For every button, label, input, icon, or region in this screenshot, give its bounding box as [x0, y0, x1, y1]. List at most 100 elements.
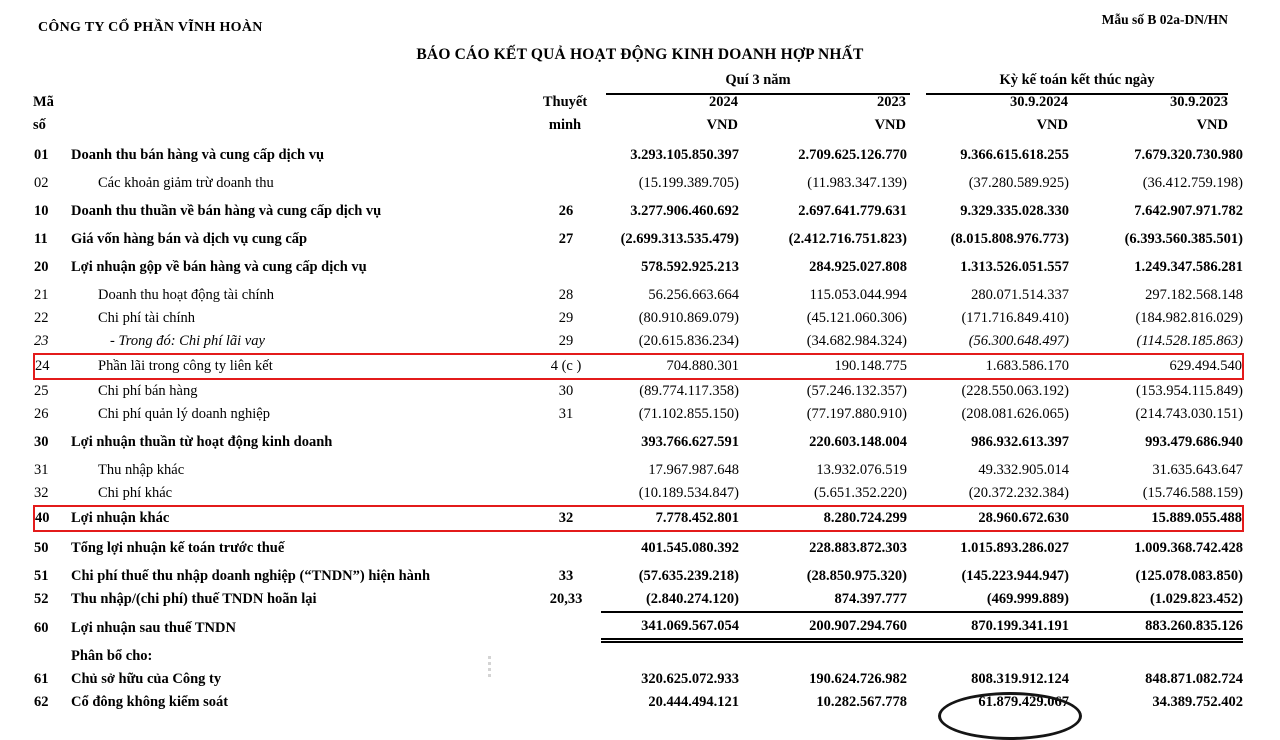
cell-value-q3-2024: 393.766.627.591 [641, 434, 739, 450]
cell-value-ytd-2024: (8.015.808.976.773) [950, 231, 1069, 247]
cell-value-q3-2023: 13.932.076.519 [816, 462, 907, 478]
cell-code: 60 [34, 620, 49, 636]
financial-report-page: { "header": { "company": "CÔNG TY CỔ PHẦ… [33, 12, 1244, 740]
table-row-21: 21 Doanh thu hoạt động tài chính 28 56.256.… [34, 279, 1243, 307]
cell-value-ytd-2024: 9.366.615.618.255 [960, 147, 1069, 163]
cell-note-ref: 29 [558, 310, 574, 326]
cell-value-q3-2024: 704.880.301 [601, 353, 739, 380]
cell-code: 32 [34, 485, 49, 501]
cell-label: - Trong đó: Chi phí lãi vay [110, 333, 265, 349]
column-header-note-line1: Thuyết [542, 94, 588, 110]
cell-value-ytd-2024: 49.332.905.014 [978, 462, 1069, 478]
table-row-26: 26 Chi phí quản lý doanh nghiệp 31 (71.102.… [34, 403, 1243, 426]
table-row-02: 02 Các khoản giảm trừ doanh thu (15.199.38… [34, 167, 1243, 195]
cell-value-q3-2024: (2.699.313.535.479) [620, 231, 739, 247]
table-row-20: 20 Lợi nhuận gộp về bán hàng và cung cấp … [34, 251, 1243, 279]
cell-value-q3-2023: (5.651.352.220) [813, 485, 907, 501]
column-header-q3-2023: 2023 [877, 94, 906, 110]
column-header-ytd-2023: 30.9.2023 [1170, 94, 1228, 110]
cell-value-q3-2024: 401.545.080.392 [641, 540, 739, 556]
table-row-32: 32 Chi phí khác (10.189.534.847) (5.651.352… [34, 482, 1243, 506]
cell-value-ytd-2024: (171.716.849.410) [961, 310, 1069, 326]
cell-value-ytd-2023: (1.029.823.452) [1149, 591, 1243, 607]
cell-value-ytd-2024: 9.329.335.028.330 [960, 203, 1069, 219]
cell-label: Chi phí khác [98, 485, 173, 501]
cell-value-q3-2023: 874.397.777 [834, 591, 908, 607]
cell-note-ref [531, 668, 601, 691]
cell-value-q3-2024: 20.444.494.121 [648, 694, 739, 710]
cell-value-q3-2024: 341.069.567.054 [601, 611, 739, 643]
cell-label: Lợi nhuận thuần từ hoạt động kinh doanh [71, 434, 333, 450]
cell-note-ref [531, 144, 601, 167]
cell-value-q3-2023: (2.412.716.751.823) [788, 231, 907, 247]
column-header-code-line1: Mã [33, 94, 54, 110]
currency-label-ytd-2024: VND [1036, 117, 1068, 133]
cell-value-q3-2023: 190.148.775 [739, 353, 907, 380]
cell-value-ytd-2024: (20.372.232.384) [968, 485, 1069, 501]
cell-value-ytd-2024: 1.015.893.286.027 [960, 540, 1069, 556]
form-number: Mẫu số B 02a-DN/HN [1101, 12, 1228, 27]
cell-code: 10 [34, 203, 49, 219]
cell-note-ref: 33 [558, 568, 574, 584]
cell-label: Chi phí bán hàng [98, 383, 198, 399]
cell-value-ytd-2023: (15.746.588.159) [1142, 485, 1243, 501]
cell-value-q3-2023: 115.053.044.994 [809, 287, 907, 303]
cell-value-q3-2024: (20.615.836.234) [638, 333, 739, 349]
table-row-allocation-header: Phân bổ cho: [34, 640, 1243, 668]
cell-label: Doanh thu hoạt động tài chính [98, 287, 274, 303]
cell-value-ytd-2023 [1069, 640, 1243, 668]
cell-value-ytd-2023: 993.479.686.940 [1145, 434, 1243, 450]
table-row-24: 24 Phần lãi trong công ty liên kết 4 (c ) 7… [33, 353, 1244, 380]
table-row-60: 60 Lợi nhuận sau thuế TNDN 341.069.567.054… [34, 611, 1243, 643]
cell-value-ytd-2023: 15.889.055.488 [1069, 505, 1244, 532]
cell-note-ref [531, 691, 601, 714]
table-row-31: 31 Thu nhập khác 17.967.987.648 13.932.076.… [34, 454, 1243, 482]
cell-value-q3-2023: (45.121.060.306) [806, 310, 907, 326]
cell-label: Thu nhập/(chi phí) thuế TNDN hoãn lại [71, 591, 317, 607]
cell-value-ytd-2023: 7.642.907.971.782 [1134, 203, 1243, 219]
cell-value-q3-2024: (80.910.869.079) [638, 310, 739, 326]
cell-value-ytd-2024: 280.071.514.337 [971, 287, 1069, 303]
cell-note-ref: 4 (c ) [531, 353, 601, 380]
cell-label: Chi phí quản lý doanh nghiệp [98, 406, 270, 422]
cell-note-ref [531, 251, 601, 279]
table-row-61: 61 Chủ sở hữu của Công ty 320.625.072.933 1… [34, 668, 1243, 691]
column-header-note-line2: minh [548, 117, 582, 133]
cell-value-ytd-2023: (6.393.560.385.501) [1124, 231, 1243, 247]
hand-drawn-circle-annotation [938, 692, 1082, 740]
cell-value-q3-2024: 56.256.663.664 [648, 287, 739, 303]
cell-label: Giá vốn hàng bán và dịch vụ cung cấp [71, 231, 308, 247]
cell-note-ref [531, 531, 601, 560]
cell-value-ytd-2023: (114.528.185.863) [1136, 333, 1243, 349]
cell-value-ytd-2024: (208.081.626.065) [961, 406, 1069, 422]
cell-code: 62 [34, 694, 49, 710]
cell-value-q3-2023: 284.925.027.808 [809, 259, 907, 275]
cell-value-ytd-2023: (36.412.759.198) [1142, 175, 1243, 191]
cell-value-ytd-2023: (153.954.115.849) [1136, 383, 1243, 399]
cell-value-q3-2024: (57.635.239.218) [638, 568, 739, 584]
cell-value-q3-2023: 220.603.148.004 [809, 434, 907, 450]
table-row-25: 25 Chi phí bán hàng 30 (89.774.117.358) (57.… [34, 379, 1243, 403]
cell-value-ytd-2023: 31.635.643.647 [1152, 462, 1243, 478]
column-header-ytd-2024: 30.9.2024 [1010, 94, 1068, 110]
table-row-22: 22 Chi phí tài chính 29 (80.910.869.079) (45… [34, 307, 1243, 330]
cell-label: Các khoản giảm trừ doanh thu [98, 175, 274, 191]
cell-value-ytd-2023: 7.679.320.730.980 [1134, 147, 1243, 163]
cell-value-q3-2023: (28.850.975.320) [806, 568, 907, 584]
cell-value-q3-2023: 228.883.872.303 [809, 540, 907, 556]
cell-code [34, 640, 71, 668]
column-group-quarter: Quí 3 năm [606, 72, 910, 95]
cell-value-ytd-2023: 1.249.347.586.281 [1134, 259, 1243, 275]
cell-note-ref: 31 [558, 406, 574, 422]
cell-value-ytd-2023: (214.743.030.151) [1135, 406, 1243, 422]
table-row-51: 51 Chi phí thuế thu nhập doanh nghiệp (“T… [34, 560, 1243, 588]
cell-value-ytd-2024: (56.300.648.497) [968, 333, 1069, 349]
cell-note-ref [531, 612, 601, 640]
cell-note-ref: 29 [558, 333, 574, 349]
table-row-10: 10 Doanh thu thuần về bán hàng và cung cấ… [34, 195, 1243, 223]
cell-code: 21 [34, 287, 49, 303]
cell-note-ref [531, 454, 601, 482]
cell-value-ytd-2023: (125.078.083.850) [1135, 568, 1243, 584]
cell-value-q3-2024: (89.774.117.358) [639, 383, 739, 399]
cell-value-q3-2024 [601, 640, 739, 668]
